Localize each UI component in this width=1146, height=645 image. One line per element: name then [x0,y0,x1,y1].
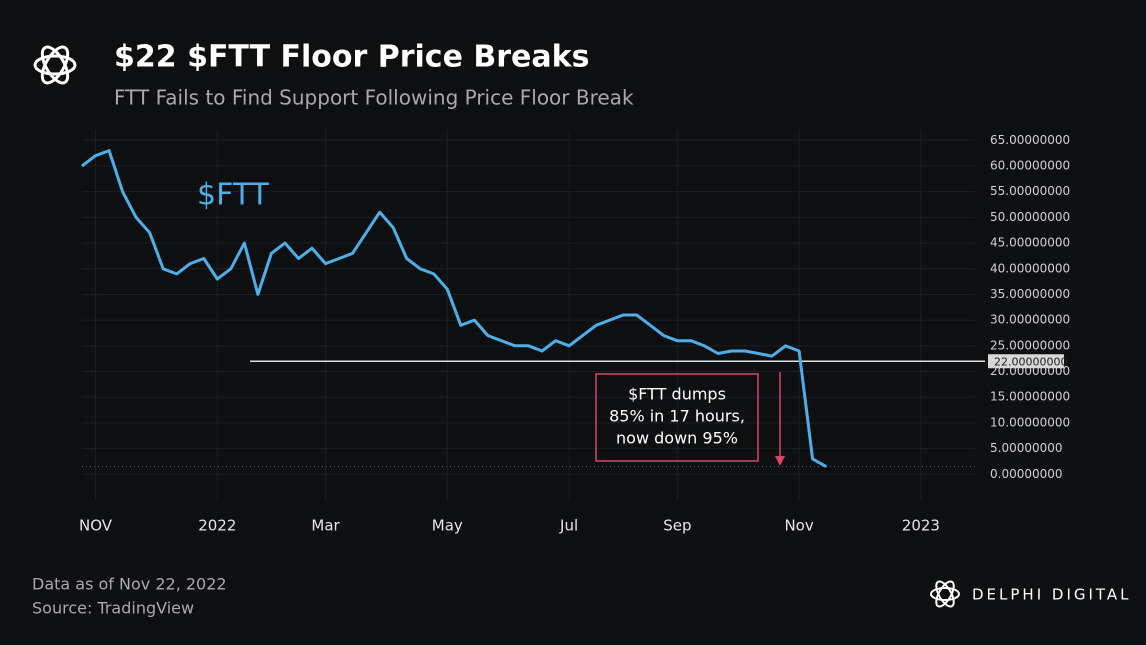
annotation-text: 85% in 17 hours, [609,407,745,426]
y-tick-label: 60.00000000 [990,158,1070,172]
x-tick-label: Mar [311,517,340,535]
y-tick-label: 50.00000000 [990,210,1070,224]
title: $22 $FTT Floor Price Breaks [114,40,589,75]
x-tick-label: Sep [663,517,691,535]
subtitle: FTT Fails to Find Support Following Pric… [114,86,634,110]
x-tick-label: 2023 [902,517,940,535]
x-tick-label: 2022 [198,517,236,535]
brand-logo [930,580,960,608]
floor-label: 22.00000000 [994,355,1067,368]
annotation-box [595,373,759,462]
y-tick-label: 5.00000000 [990,441,1063,455]
price-line [81,149,827,468]
y-tick-label: 35.00000000 [990,287,1070,301]
brand: DELPHI DIGITAL [972,586,1132,604]
y-tick-label: 55.00000000 [990,184,1070,198]
x-tick-label: Nov [784,517,813,535]
x-tick-label: NOV [79,517,113,535]
x-tick-label: May [432,517,463,535]
y-tick-label: 0.00000000 [990,467,1063,481]
y-tick-label: 15.00000000 [990,390,1070,404]
y-tick-label: 65.00000000 [990,133,1070,147]
y-tick-label: 10.00000000 [990,415,1070,429]
date-note: Data as of Nov 22, 2022 [32,575,227,594]
x-tick-label: Jul [559,517,578,535]
y-tick-label: 45.00000000 [990,236,1070,250]
annotation-text: now down 95% [616,429,738,448]
logo [33,45,77,85]
annotation-arrowhead [775,456,785,466]
series-label: $FTT [197,178,270,213]
y-tick-label: 40.00000000 [990,261,1070,275]
y-tick-label: 25.00000000 [990,338,1070,352]
source: Source: TradingView [32,599,194,618]
y-tick-label: 30.00000000 [990,313,1070,327]
annotation-text: $FTT dumps [628,385,726,404]
floor-label-box [988,354,1064,369]
